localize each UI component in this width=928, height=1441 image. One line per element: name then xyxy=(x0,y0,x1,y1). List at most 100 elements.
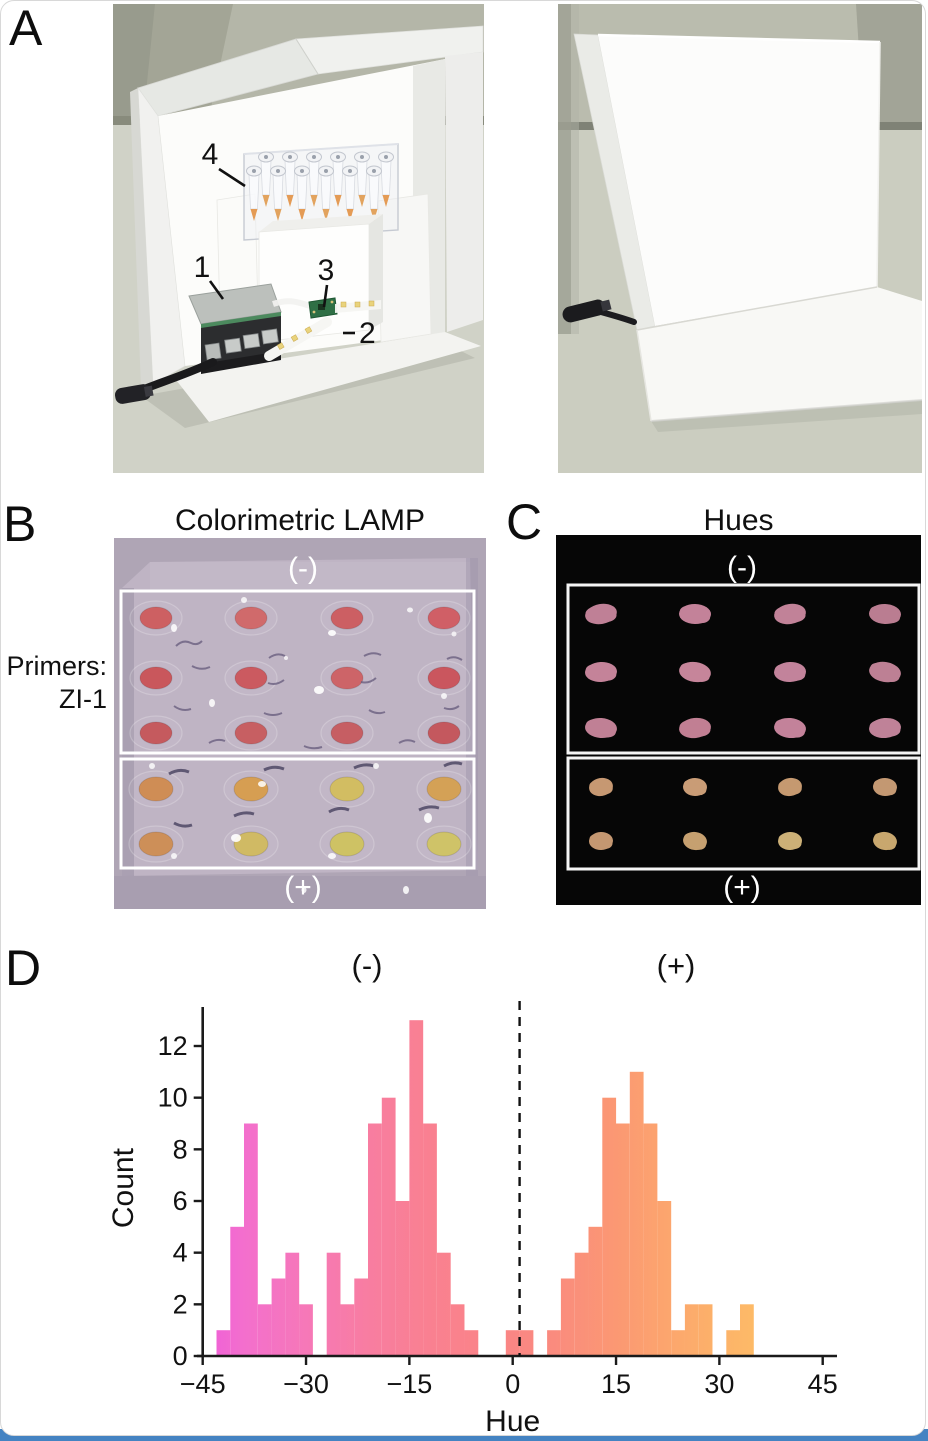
pcr-tube xyxy=(378,151,394,207)
well xyxy=(426,831,462,857)
pcr-tube xyxy=(330,151,346,207)
hue-blob xyxy=(585,603,617,625)
panel-a-label: A xyxy=(9,0,43,56)
histogram-bar xyxy=(629,1071,644,1356)
photo-colorimetric-lamp-plate: (-) xyxy=(114,538,486,909)
histogram-bar xyxy=(684,1304,699,1356)
x-tick-label: −30 xyxy=(283,1369,329,1399)
histogram-bar xyxy=(326,1252,341,1356)
negative-wells-outline xyxy=(119,589,476,755)
hue-blob xyxy=(679,661,711,683)
power-cable xyxy=(114,358,217,404)
y-tick-label: 4 xyxy=(173,1238,188,1268)
callout-4-line xyxy=(218,167,246,188)
well xyxy=(329,776,365,802)
plate-top-sheen xyxy=(150,562,470,592)
reaction-wells xyxy=(128,600,472,863)
well xyxy=(138,776,174,802)
white-box-enclosure xyxy=(130,25,484,422)
histogram-bar xyxy=(464,1330,479,1356)
histogram-bar xyxy=(588,1226,603,1356)
camera-ribbon-cable xyxy=(272,298,312,309)
plate-markings xyxy=(173,640,463,750)
x-tick-label: −45 xyxy=(180,1369,226,1399)
hue-blob xyxy=(683,777,707,797)
panel-b-pos-label: (+) xyxy=(284,871,322,904)
plate-right-edge xyxy=(466,558,478,876)
hue-blob xyxy=(869,717,901,739)
left-wall-edge xyxy=(130,88,153,389)
backdrop-panel xyxy=(573,33,881,331)
hue-blob xyxy=(589,831,613,851)
histogram-bar xyxy=(409,1020,424,1356)
callout-4-label: 4 xyxy=(202,138,219,171)
callout-3-line xyxy=(322,284,329,308)
histogram-bar xyxy=(271,1278,286,1356)
mask-background xyxy=(556,535,921,905)
hue-blob xyxy=(683,831,707,851)
hue-blob xyxy=(585,717,617,739)
histogram-bar xyxy=(257,1304,272,1356)
well xyxy=(234,666,268,690)
plate-markings-positive xyxy=(168,761,463,828)
hue-mask-scene: (-) (+) xyxy=(556,535,921,905)
well xyxy=(329,831,365,857)
hue-blob xyxy=(774,661,806,683)
histogram-bar xyxy=(395,1201,410,1356)
tube-rack xyxy=(243,143,399,241)
well xyxy=(234,721,268,745)
histogram-bar xyxy=(423,1123,437,1356)
y-tick-label: 2 xyxy=(173,1289,188,1319)
pcr-tube xyxy=(306,151,322,207)
x-axis-title: Hue xyxy=(485,1405,540,1436)
hue-blob xyxy=(589,777,613,797)
pcr-tube xyxy=(294,165,310,221)
histogram-bar xyxy=(671,1330,685,1356)
photo-closed-box xyxy=(558,4,922,473)
panel-c-neg-label: (-) xyxy=(727,551,757,584)
y-tick-label: 8 xyxy=(173,1134,188,1164)
histogram-bar xyxy=(519,1330,534,1356)
pi-ports xyxy=(204,328,279,361)
histogram-bar xyxy=(230,1226,245,1356)
pcr-tube xyxy=(354,151,370,207)
panel-b-label: B xyxy=(3,496,37,552)
panel-c-pos-label: (+) xyxy=(723,871,761,904)
well xyxy=(139,606,173,630)
callout-1-line xyxy=(208,280,225,300)
pcr-tube xyxy=(270,165,286,221)
histogram-bar xyxy=(698,1304,713,1356)
pcr-tube xyxy=(366,165,382,221)
histogram-bar xyxy=(436,1252,451,1356)
histogram-bar xyxy=(602,1097,617,1356)
hue-blob xyxy=(778,831,802,851)
hue-blob xyxy=(869,603,901,625)
histogram-positive-header: (+) xyxy=(656,948,696,983)
well xyxy=(139,666,173,690)
pcr-tube xyxy=(258,151,274,207)
histogram-bar xyxy=(505,1330,520,1356)
histogram-bar xyxy=(285,1252,300,1356)
glare-spots xyxy=(149,597,457,894)
histogram-bar xyxy=(560,1278,575,1356)
histogram-bar xyxy=(450,1304,465,1356)
well xyxy=(233,831,269,857)
led-strip xyxy=(264,300,381,361)
open-box-scene: 4 1 3 2 xyxy=(113,4,484,473)
well xyxy=(330,606,364,630)
well xyxy=(427,721,461,745)
well xyxy=(426,776,462,802)
y-tick-label: 10 xyxy=(158,1083,188,1113)
well xyxy=(427,666,461,690)
dc-connector xyxy=(562,299,637,325)
primers-label: Primers: ZI-1 xyxy=(1,650,108,716)
histogram-negative-header: (-) xyxy=(351,948,383,983)
box-floor xyxy=(173,332,481,422)
panel-c-title: Hues xyxy=(703,504,774,537)
pcr-tubes xyxy=(246,151,394,221)
hue-blobs xyxy=(585,603,901,851)
histogram-bar xyxy=(726,1330,741,1356)
callout-3-label: 3 xyxy=(318,254,335,287)
